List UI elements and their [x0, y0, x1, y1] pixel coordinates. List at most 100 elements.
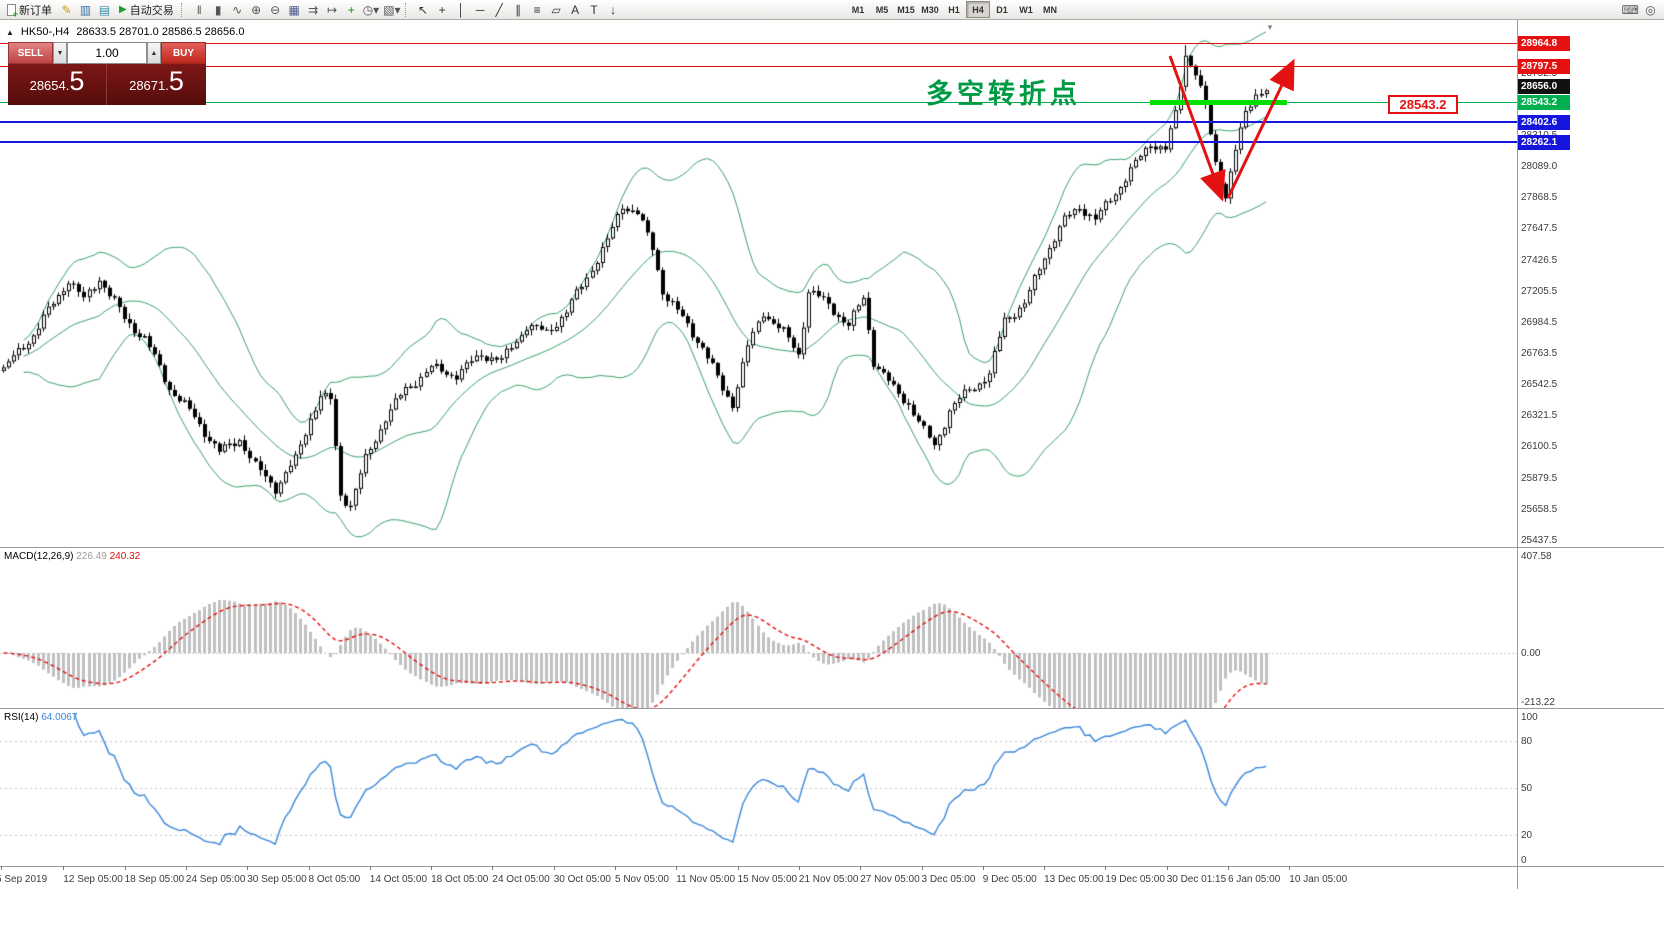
volume-input[interactable]: 1.00 — [67, 42, 147, 64]
oneclick-collapse-button[interactable]: ▲ — [6, 27, 14, 37]
volume-up-button[interactable]: ▲ — [147, 42, 161, 64]
new-order-button[interactable]: 新订单 — [2, 1, 57, 19]
data-window-button[interactable]: ▤ — [95, 1, 114, 19]
annotation-text[interactable]: 多空转折点 — [926, 79, 1081, 109]
timeframe-w1-button[interactable]: W1 — [1019, 4, 1033, 15]
ohlc-bars-button[interactable]: ‖ — [190, 1, 209, 19]
shapes-button[interactable]: ▱ — [547, 1, 566, 19]
timeframe-m30-button[interactable]: M30 — [921, 4, 939, 15]
horizontal-line-28543.2[interactable] — [0, 102, 1517, 104]
text-button[interactable]: A — [566, 1, 585, 19]
horizontal-line-28262.1[interactable] — [0, 141, 1517, 144]
metaeditor-button[interactable]: ✎ — [57, 1, 76, 19]
trendline-button[interactable]: ╱ — [490, 1, 509, 19]
time-axis-label: 30 Dec 01:15 — [1166, 874, 1227, 885]
timeframe-m1-button[interactable]: M1 — [851, 4, 865, 15]
horizontal-line-28797.5[interactable] — [0, 66, 1517, 68]
time-axis-tick — [982, 866, 984, 870]
sell-price[interactable]: 28654. 5 — [8, 64, 107, 105]
rsi-panel-canvas[interactable] — [0, 710, 1517, 866]
horizontal-line-button[interactable]: ─ — [471, 1, 490, 19]
templates-icon: ▧▾ — [383, 2, 401, 17]
time-axis[interactable]: 5 Sep 2019 12 Sep 05:00 18 Sep 05:00 24 Sep… — [0, 870, 1517, 889]
one-click-trading-panel: SELL ▼ 1.00 ▲ BUY 28654. 5 28671. 5 — [8, 42, 206, 105]
horizontal-line-28402.6[interactable] — [0, 121, 1517, 124]
timeframe-d1-button[interactable]: D1 — [996, 4, 1008, 15]
zoom-in-icon: ⊕ — [251, 2, 262, 17]
autotrading-button[interactable]: ▶ 自动交易 — [114, 1, 179, 19]
indicators-add-icon: + — [347, 2, 355, 17]
chart-shift-button[interactable]: ↦ — [323, 1, 342, 19]
time-axis-tick — [431, 866, 433, 870]
fibonacci-button[interactable]: ≡ — [528, 1, 547, 19]
zoom-out-button[interactable]: ⊖ — [266, 1, 285, 19]
chart-shift-icon: ↦ — [327, 2, 338, 17]
crosshair-button[interactable]: + — [433, 1, 452, 19]
panel-separator[interactable] — [0, 708, 1664, 709]
macd-main-value: 226.49 — [76, 551, 107, 562]
macd-axis-label: 0.00 — [1521, 648, 1541, 659]
time-axis-label: 10 Jan 05:00 — [1289, 874, 1348, 885]
horizontal-line-28964.8[interactable] — [0, 42, 1517, 44]
ohlc-bars-icon: ‖ — [196, 2, 202, 17]
time-axis-tick — [553, 866, 555, 870]
channel-button[interactable]: ∥ — [509, 1, 528, 19]
price-axis-label: 25658.5 — [1521, 503, 1558, 515]
right-icons-group: ⌨ ◎ — [1620, 1, 1660, 19]
rsi-axis-label: 0 — [1521, 855, 1527, 866]
time-axis-tick — [615, 866, 616, 870]
volume-down-button[interactable]: ▼ — [53, 42, 67, 64]
cursor-button[interactable]: ↖ — [414, 1, 433, 19]
timeframe-toolbar: M1 M5 M15 M30 H1 H4 D1 W1 MN — [846, 1, 1062, 18]
buy-button[interactable]: BUY — [161, 42, 206, 64]
timeframe-mn-button[interactable]: MN — [1043, 4, 1057, 15]
toolbar-grip — [180, 2, 188, 17]
time-axis-tick — [1166, 866, 1168, 870]
price-line-tag: 28797.5 — [1518, 59, 1570, 75]
rsi-label: RSI(14) 64.0067 — [4, 712, 77, 723]
time-axis-label: 27 Nov 05:00 — [860, 874, 920, 885]
panel-separator[interactable] — [0, 547, 1664, 548]
sell-button[interactable]: SELL — [8, 42, 53, 64]
rsi-axis-label: 50 — [1521, 783, 1533, 794]
buy-price[interactable]: 28671. 5 — [107, 64, 206, 105]
timeframe-h4-button[interactable]: H4 — [966, 1, 990, 18]
price-line-tag: 28262.1 — [1518, 134, 1570, 150]
time-axis-label: 19 Dec 05:00 — [1105, 874, 1165, 885]
periods-dropdown-button[interactable]: ◷▾ — [361, 1, 382, 19]
main-chart-canvas[interactable] — [0, 20, 1517, 547]
timeframe-h1-button[interactable]: H1 — [948, 4, 960, 15]
time-axis-label: 14 Oct 05:00 — [369, 874, 428, 885]
auto-scroll-icon: ⇉ — [308, 2, 319, 17]
candlestick-button[interactable]: ▮ — [209, 1, 228, 19]
auto-scroll-button[interactable]: ⇉ — [304, 1, 323, 19]
time-axis-tick — [860, 866, 862, 870]
time-axis-label: 5 Nov 05:00 — [615, 874, 669, 885]
price-axis-border — [1517, 20, 1518, 889]
time-axis-tick — [798, 866, 800, 870]
text-label-button[interactable]: T — [585, 1, 604, 19]
zoom-in-button[interactable]: ⊕ — [247, 1, 266, 19]
price-callout-box[interactable]: 28543.2 — [1388, 95, 1458, 114]
trendline-icon: ╱ — [495, 2, 503, 17]
support-highlight-segment[interactable] — [1150, 100, 1287, 105]
indicators-add-button[interactable]: + — [342, 1, 361, 19]
macd-panel-canvas[interactable] — [0, 549, 1517, 708]
line-chart-button[interactable]: ∿ — [228, 1, 247, 19]
macd-axis-label: 407.58 — [1521, 551, 1552, 562]
keyboard-button[interactable]: ⌨ — [1620, 1, 1641, 19]
timeframe-m5-button[interactable]: M5 — [875, 4, 889, 15]
price-axis-label: 26321.5 — [1521, 410, 1558, 422]
time-axis-label: 13 Dec 05:00 — [1044, 874, 1104, 885]
search-cursor-button[interactable]: ◎ — [1641, 1, 1660, 19]
time-axis-tick — [676, 866, 678, 870]
arrow-objects-button[interactable]: ↓ — [604, 1, 623, 19]
price-line-tag: 28402.6 — [1518, 114, 1570, 130]
tile-windows-button[interactable]: ▦ — [285, 1, 304, 19]
price-axis-label: 28089.0 — [1521, 161, 1558, 173]
market-watch-button[interactable]: ▥ — [76, 1, 95, 19]
time-axis-label: 15 Nov 05:00 — [737, 874, 798, 885]
vertical-line-button[interactable]: │ — [452, 1, 471, 19]
timeframe-m15-button[interactable]: M15 — [897, 4, 915, 15]
templates-button[interactable]: ▧▾ — [381, 1, 402, 19]
